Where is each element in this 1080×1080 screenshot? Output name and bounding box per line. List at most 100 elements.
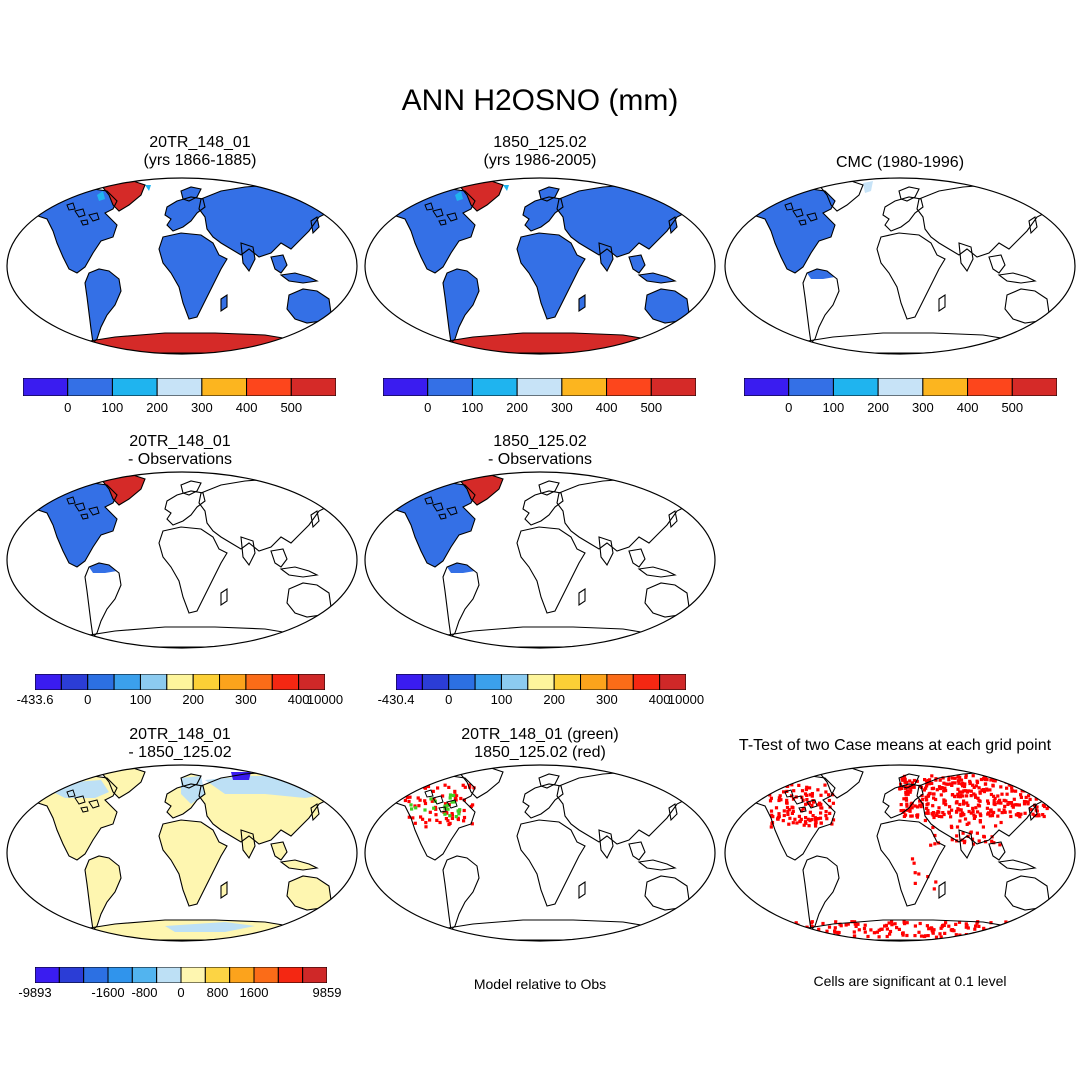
significant-cell <box>931 813 935 817</box>
significant-cell <box>983 782 988 786</box>
significant-cell <box>983 777 987 782</box>
coastline-nz <box>1058 317 1066 335</box>
map-panel-7 <box>364 764 716 942</box>
significant-cell <box>403 798 407 803</box>
significant-cell <box>944 788 948 793</box>
significant-cell <box>450 816 454 820</box>
significant-cell <box>962 813 966 817</box>
significant-cell <box>769 787 773 791</box>
significant-cell <box>795 821 799 825</box>
colorbar-swatch <box>744 378 790 396</box>
significant-cell <box>413 804 417 808</box>
significant-cell <box>445 803 449 807</box>
significant-cell <box>940 815 944 819</box>
significant-cell <box>782 809 786 813</box>
lakes-outline <box>424 202 458 226</box>
colorbar-swatch <box>277 967 304 983</box>
landmass-indo <box>281 273 317 283</box>
colorbar-6-swatches <box>35 967 327 983</box>
significant-cell <box>908 809 912 813</box>
significant-cell <box>902 777 906 782</box>
significant-cell <box>971 774 975 778</box>
significant-cell <box>957 920 962 924</box>
landmass-aus <box>645 289 689 323</box>
coastline-scand <box>538 773 560 789</box>
significant-cell <box>1016 921 1020 925</box>
coastline-seasia <box>270 254 288 274</box>
significant-cell <box>905 808 909 812</box>
significant-cell <box>968 779 972 783</box>
significant-cell <box>1033 779 1038 783</box>
significant-cell <box>899 803 903 807</box>
landmass-aus <box>287 289 331 323</box>
significant-cell <box>905 933 909 938</box>
significant-cell <box>434 807 438 811</box>
significant-cell <box>926 811 930 815</box>
significant-cell <box>1004 799 1008 803</box>
significant-cell <box>770 813 774 817</box>
colorbar-5-swatches <box>396 674 686 690</box>
significant-cell <box>997 808 1001 812</box>
landmass-na <box>385 483 475 567</box>
significant-cell <box>1017 803 1021 807</box>
significant-cell <box>970 837 975 841</box>
significant-cell <box>923 934 927 938</box>
significant-cell <box>1043 779 1047 783</box>
significant-cell <box>964 922 968 926</box>
colorbar-3-label-4: 400 <box>956 400 979 415</box>
significant-cell <box>796 932 800 936</box>
significant-cell <box>1014 789 1018 793</box>
significant-cell <box>963 782 967 786</box>
significant-cell <box>846 922 850 926</box>
significant-cell <box>959 808 963 812</box>
coastline-scand <box>898 773 920 789</box>
significant-cell <box>424 821 428 825</box>
panel-title-2-line1: 1850_125.02 <box>493 134 587 151</box>
significant-cell <box>1041 787 1045 791</box>
coastline-nz <box>698 611 706 629</box>
colorbar-swatch <box>139 674 168 690</box>
significant-cell <box>942 812 946 817</box>
significant-cell <box>817 927 821 931</box>
significant-cell <box>926 934 930 938</box>
significant-cell <box>819 806 823 810</box>
significant-cell <box>1013 920 1017 924</box>
significant-cell <box>966 926 970 930</box>
significant-cell <box>1017 778 1021 782</box>
significant-cell <box>797 783 801 787</box>
significant-cell <box>1044 780 1048 784</box>
significant-cell <box>913 881 917 885</box>
significant-cell <box>1028 797 1032 802</box>
significant-cell <box>774 806 779 810</box>
figure-title: ANN H2OSNO (mm) <box>401 84 679 117</box>
significant-cell <box>828 811 832 815</box>
colorbar-4-label-2: 100 <box>129 692 152 707</box>
significant-cell <box>819 811 823 815</box>
significant-cell <box>408 795 412 799</box>
colorbar-5-label-1: 0 <box>445 692 453 707</box>
colorbar-swatch <box>180 967 206 983</box>
significant-cell <box>927 792 931 796</box>
significant-cell <box>932 796 936 800</box>
significant-cell <box>790 805 794 809</box>
significant-cell <box>414 806 418 810</box>
significant-cell <box>956 775 960 779</box>
significant-cell <box>804 787 808 792</box>
significant-cell <box>963 839 967 843</box>
landmass-nz <box>341 906 347 920</box>
coastline-africa <box>158 819 228 907</box>
significant-cell <box>777 796 781 800</box>
significant-cell <box>946 782 950 786</box>
significant-cell <box>443 804 447 808</box>
note-model-relative: Model relative to Obs <box>473 976 607 992</box>
significant-cell <box>823 783 827 787</box>
significant-cell <box>905 789 909 793</box>
coastline-eu <box>882 196 924 232</box>
significant-cell <box>982 835 986 839</box>
significant-cell <box>1014 932 1018 936</box>
coastline-na <box>26 775 118 861</box>
coastline-sa <box>802 855 840 932</box>
significant-cell <box>468 785 472 789</box>
significant-cell <box>965 794 969 798</box>
colorbar-swatch <box>561 378 608 396</box>
